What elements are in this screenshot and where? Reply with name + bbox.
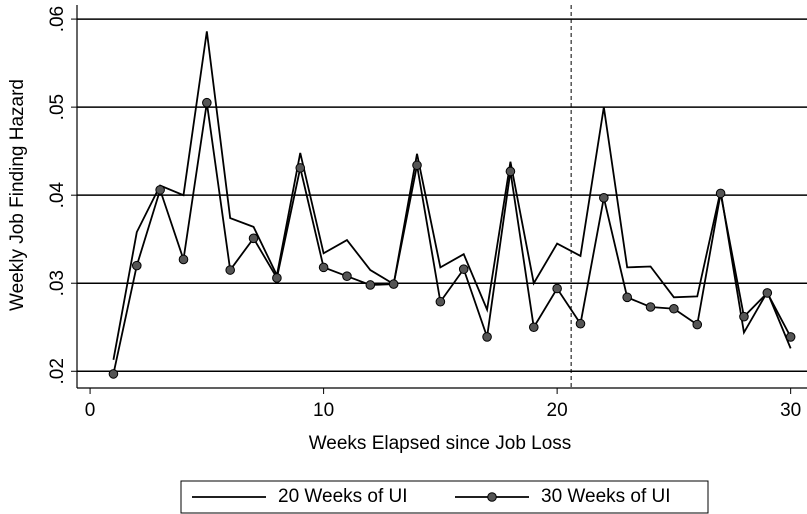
series-marker: [762, 288, 773, 298]
series-marker: [528, 322, 539, 333]
series-marker: [552, 283, 562, 294]
series-marker: [318, 262, 329, 273]
series-marker: [739, 311, 749, 322]
series-line: [112, 31, 792, 360]
series-marker: [599, 193, 609, 203]
series-marker: [412, 160, 422, 171]
series-marker: [225, 265, 235, 275]
y-tick-label: .03: [47, 270, 68, 296]
series-marker: [715, 188, 726, 199]
legend: 20 Weeks of UI 30 Weeks of UI: [180, 480, 709, 514]
series-marker: [622, 292, 632, 303]
series-marker: [155, 185, 165, 195]
series-marker: [505, 166, 516, 177]
legend-marker: [487, 492, 497, 502]
y-tick-label: .06: [47, 6, 68, 32]
y-tick-label: .05: [47, 94, 68, 120]
series-marker: [458, 264, 469, 274]
x-tick-label: 20: [547, 400, 568, 421]
y-tick-label: .04: [47, 182, 68, 209]
series-marker: [482, 332, 492, 342]
legend-label: 30 Weeks of UI: [541, 486, 671, 507]
x-tick-label: 0: [85, 400, 96, 421]
y-tick-label: .02: [47, 358, 68, 384]
x-tick-label: 30: [780, 400, 801, 421]
series-marker: [669, 303, 679, 314]
legend-box: [180, 480, 709, 514]
series-marker: [272, 273, 282, 283]
series-marker: [388, 279, 399, 289]
x-tick-label: 10: [313, 400, 334, 421]
series-marker: [202, 97, 212, 108]
series-marker: [645, 302, 656, 312]
series-line: [112, 102, 792, 375]
series-marker: [248, 233, 259, 244]
series-marker: [785, 332, 796, 342]
legend-label: 20 Weeks of UI: [278, 486, 408, 507]
series-marker: [295, 163, 306, 173]
series-marker: [365, 280, 376, 290]
series-marker: [178, 254, 189, 265]
x-axis-label: Weeks Elapsed since Job Loss: [309, 433, 572, 454]
series-marker: [131, 260, 142, 271]
y-axis-label: Weekly Job Finding Hazard: [7, 79, 28, 311]
series-marker: [435, 296, 446, 307]
series-marker: [692, 319, 703, 330]
series-marker: [342, 271, 352, 281]
series-marker: [575, 318, 586, 329]
series-marker: [108, 369, 119, 379]
